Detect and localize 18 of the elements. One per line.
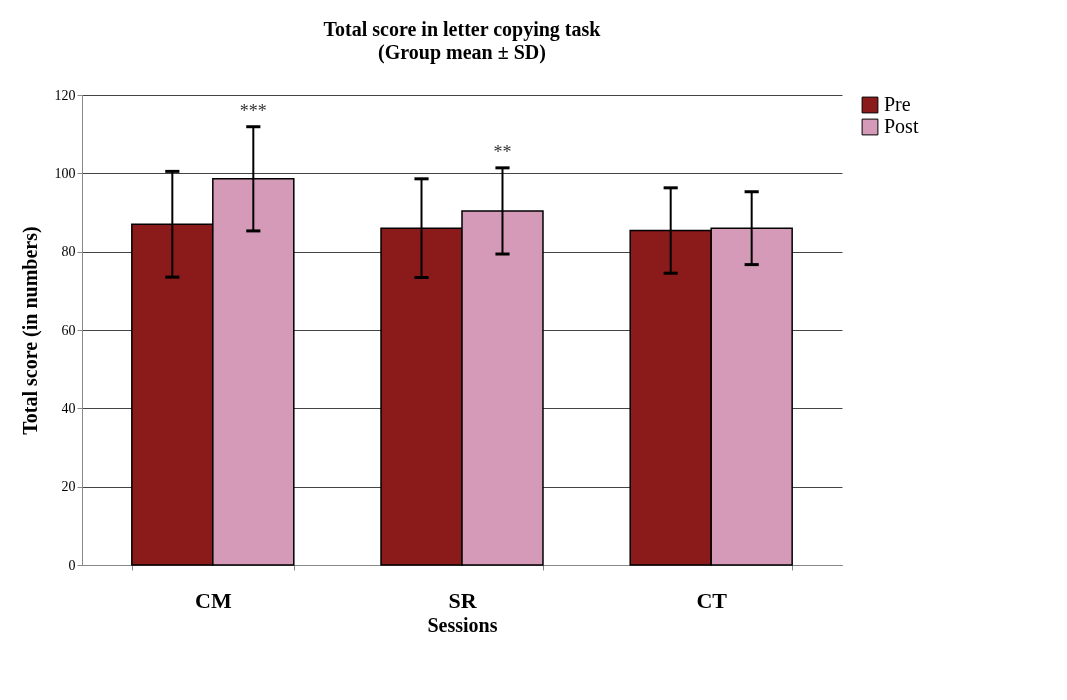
x-tick-label: CT [696, 587, 728, 613]
chart-subtitle: (Group mean ± SD) [378, 41, 546, 64]
legend-label: Post [884, 115, 919, 137]
x-tick-label: CM [194, 587, 232, 613]
chart-title: Total score in letter copying task [323, 18, 602, 41]
x-tick-label: SR [448, 587, 478, 613]
x-axis-title: Sessions [427, 613, 498, 636]
legend-label: Pre [884, 93, 911, 115]
y-tick-label: 20 [61, 479, 76, 495]
y-tick-label: 40 [61, 400, 76, 416]
annotation: ** [493, 141, 512, 162]
y-tick-label: 100 [54, 165, 76, 181]
y-axis-title: Total score (in numbers) [18, 226, 42, 435]
y-tick-label: 0 [68, 557, 76, 573]
annotation: *** [239, 100, 267, 121]
y-tick-label: 60 [61, 322, 76, 338]
y-tick-label: 120 [54, 87, 76, 103]
y-tick-label: 80 [61, 244, 76, 260]
